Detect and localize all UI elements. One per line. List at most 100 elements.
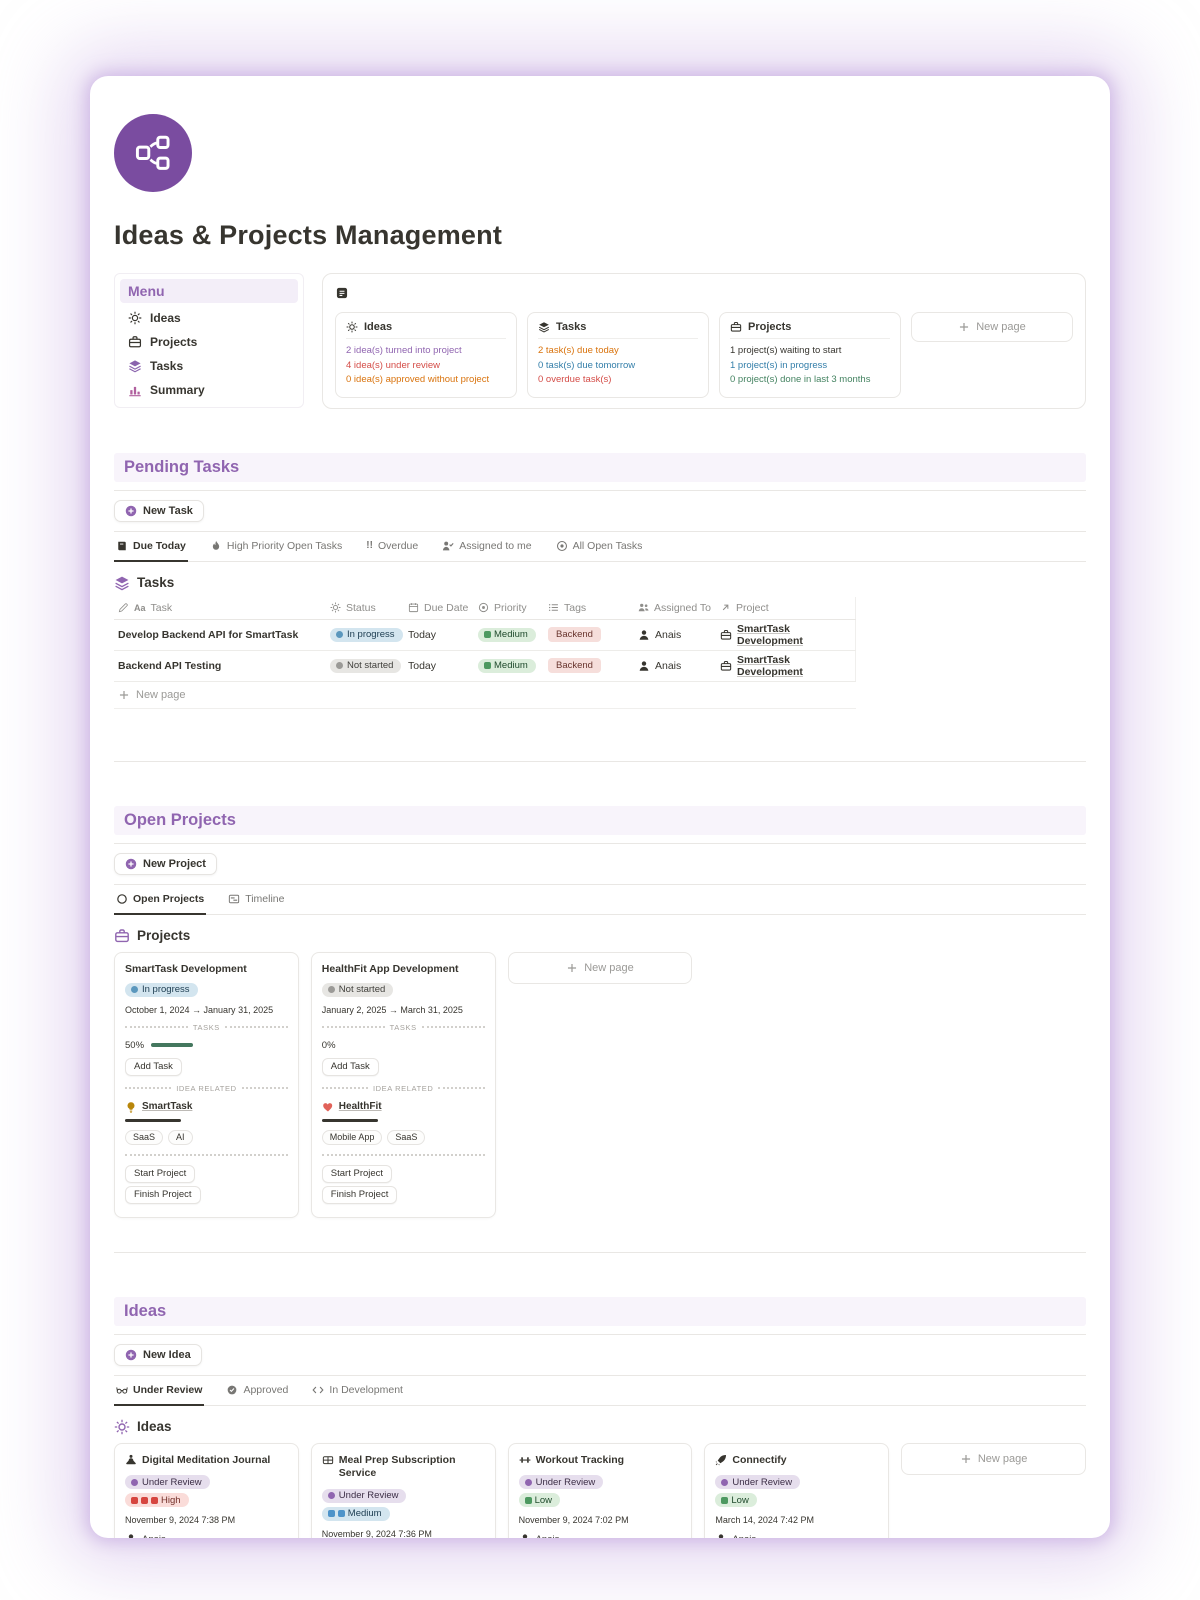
idea-card-digital-meditation-journal[interactable]: Digital Meditation Journal Under Review … <box>114 1442 299 1538</box>
tab-in-development[interactable]: In Development <box>310 1376 405 1406</box>
tags-cell[interactable]: Backend <box>544 651 634 682</box>
priority-cell[interactable]: Medium <box>474 620 544 651</box>
start-project-button[interactable]: Start Project <box>321 1164 393 1183</box>
priority-square-icon <box>524 1496 532 1504</box>
menu-item-summary[interactable]: Summary <box>120 378 298 402</box>
assignee-cell[interactable]: Anais <box>634 651 716 682</box>
due-date-cell[interactable]: Today <box>404 620 474 651</box>
assignee-cell[interactable]: Anais <box>634 620 716 651</box>
column-header-status[interactable]: Status <box>326 597 404 620</box>
project-cell[interactable]: SmartTask Development <box>716 620 856 651</box>
tag-badge[interactable]: Mobile App <box>321 1129 383 1145</box>
table-row[interactable]: Backend API Testing Not started Today Me… <box>114 651 856 682</box>
idea-card-workout-tracking[interactable]: Workout Tracking Under Review Low Novemb… <box>507 1442 693 1538</box>
menu-item-label: Projects <box>150 335 198 349</box>
finish-project-button[interactable]: Finish Project <box>125 1185 201 1204</box>
project-link[interactable]: SmartTask Development <box>737 653 803 678</box>
linked-idea-healthfit[interactable]: HealthFit <box>322 1101 485 1113</box>
column-header-due-date[interactable]: Due Date <box>404 597 474 620</box>
column-label: Project <box>736 601 769 614</box>
status-cell[interactable]: Not started <box>326 651 404 682</box>
tab-all-open-tasks[interactable]: All Open Tasks <box>554 532 645 562</box>
column-header-assigned-to[interactable]: Assigned To <box>634 597 716 620</box>
status-badge: Under Review <box>321 1488 407 1503</box>
tab-high-priority-open-tasks[interactable]: High Priority Open Tasks <box>208 532 344 562</box>
new-task-button[interactable]: New Task <box>114 499 204 522</box>
tag-badge[interactable]: SaaS <box>387 1129 426 1145</box>
linked-idea-smarttask[interactable]: SmartTask <box>125 1101 288 1113</box>
priority-cell[interactable]: Medium <box>474 651 544 682</box>
finish-project-button[interactable]: Finish Project <box>321 1185 398 1204</box>
tab-under-review[interactable]: Under Review <box>114 1376 205 1406</box>
circle-icon <box>116 893 128 905</box>
tab-due-today[interactable]: Due Today <box>114 532 188 562</box>
projects-gallery-title-label: Projects <box>137 928 191 943</box>
new-idea-button[interactable]: New Idea <box>114 1343 202 1366</box>
add-task-button[interactable]: Add Task <box>321 1057 379 1076</box>
person-icon <box>638 660 650 672</box>
timeline-icon <box>228 893 240 905</box>
project-card-smarttask-development[interactable]: SmartTask Development In progress Octobe… <box>114 951 299 1218</box>
priority-square-icon <box>131 1496 138 1504</box>
project-link[interactable]: SmartTask Development <box>737 622 803 647</box>
idea-card-meal-prep-subscription-service[interactable]: Meal Prep Subscription Service Under Rev… <box>310 1442 496 1538</box>
column-header-task[interactable]: Aa Task <box>114 597 326 620</box>
summary-line: 2 idea(s) turned into project <box>346 345 462 356</box>
tab-timeline[interactable]: Timeline <box>226 885 286 915</box>
new-page-button[interactable]: New page <box>507 951 693 984</box>
column-header-priority[interactable]: Priority <box>474 597 544 620</box>
dotted-divider <box>125 1153 288 1156</box>
priority-badge: Medium <box>478 658 536 673</box>
idea-card-title-row: Workout Tracking <box>519 1454 682 1468</box>
status-cell[interactable]: In progress <box>326 620 404 651</box>
tab-overdue[interactable]: !! Overdue <box>364 532 420 562</box>
project-card-title: HealthFit App Development <box>321 962 459 975</box>
add-task-button[interactable]: Add Task <box>125 1057 182 1076</box>
column-header-tags[interactable]: Tags <box>544 597 634 620</box>
new-page-button[interactable]: New page <box>911 312 1073 342</box>
idea-person-row: Anais <box>125 1533 288 1538</box>
tab-approved[interactable]: Approved <box>224 1376 290 1406</box>
tab-assigned-to-me[interactable]: Assigned to me <box>440 532 533 562</box>
tab-label: Open Projects <box>133 892 205 905</box>
task-progress: 50% <box>125 1040 288 1051</box>
project-cell[interactable]: SmartTask Development <box>716 651 856 682</box>
priority-badge: High <box>125 1493 189 1508</box>
tags-cell[interactable]: Backend <box>544 620 634 651</box>
column-header-project[interactable]: Project <box>716 597 856 620</box>
idea-created-date: March 14, 2024 7:42 PM <box>715 1515 814 1526</box>
database-icon[interactable] <box>335 286 349 300</box>
priority-badge: Low <box>715 1493 757 1508</box>
column-label: Priority <box>494 601 527 614</box>
pending-tasks-section: Pending Tasks New Task Due Today High Pr… <box>114 452 1086 762</box>
column-label: Status <box>346 601 376 614</box>
menu-item-projects[interactable]: Projects <box>120 330 298 354</box>
priority-square-icon <box>151 1496 158 1504</box>
menu-item-tasks[interactable]: Tasks <box>120 354 298 378</box>
person-icon <box>125 1533 137 1538</box>
tab-label: Under Review <box>133 1383 203 1396</box>
ideas-gallery-title: Ideas <box>114 1419 1086 1435</box>
summary-card-tasks[interactable]: Tasks 2 task(s) due today 0 task(s) due … <box>527 312 709 398</box>
new-page-button[interactable]: New page <box>901 1442 1086 1475</box>
new-project-button[interactable]: New Project <box>114 852 217 875</box>
tag-badge[interactable]: SaaS <box>125 1129 164 1145</box>
project-tags: Mobile App SaaS <box>321 1129 485 1145</box>
table-row[interactable]: Develop Backend API for SmartTask In pro… <box>114 620 856 651</box>
task-name-cell[interactable]: Develop Backend API for SmartTask <box>114 620 326 651</box>
project-card-healthfit-app-development[interactable]: HealthFit App Development Not started Ja… <box>310 951 496 1218</box>
summary-card-projects[interactable]: Projects 1 project(s) waiting to start 1… <box>719 312 901 398</box>
new-page-row[interactable]: New page <box>114 682 856 709</box>
tag-badge[interactable]: AI <box>168 1129 193 1145</box>
menu-item-ideas[interactable]: Ideas <box>120 306 298 330</box>
tab-open-projects[interactable]: Open Projects <box>114 885 207 915</box>
idea-card-connectify[interactable]: Connectify Under Review Low March 14, 20… <box>704 1442 890 1538</box>
due-date-cell[interactable]: Today <box>404 651 474 682</box>
briefcase-icon <box>114 928 130 944</box>
start-project-button[interactable]: Start Project <box>125 1164 196 1183</box>
task-button-row: New Task <box>114 491 1086 532</box>
rocket-icon <box>715 1454 727 1466</box>
priority-square-icon <box>484 631 491 638</box>
summary-card-ideas[interactable]: Ideas 2 idea(s) turned into project 4 id… <box>335 312 517 398</box>
task-name-cell[interactable]: Backend API Testing <box>114 651 326 682</box>
